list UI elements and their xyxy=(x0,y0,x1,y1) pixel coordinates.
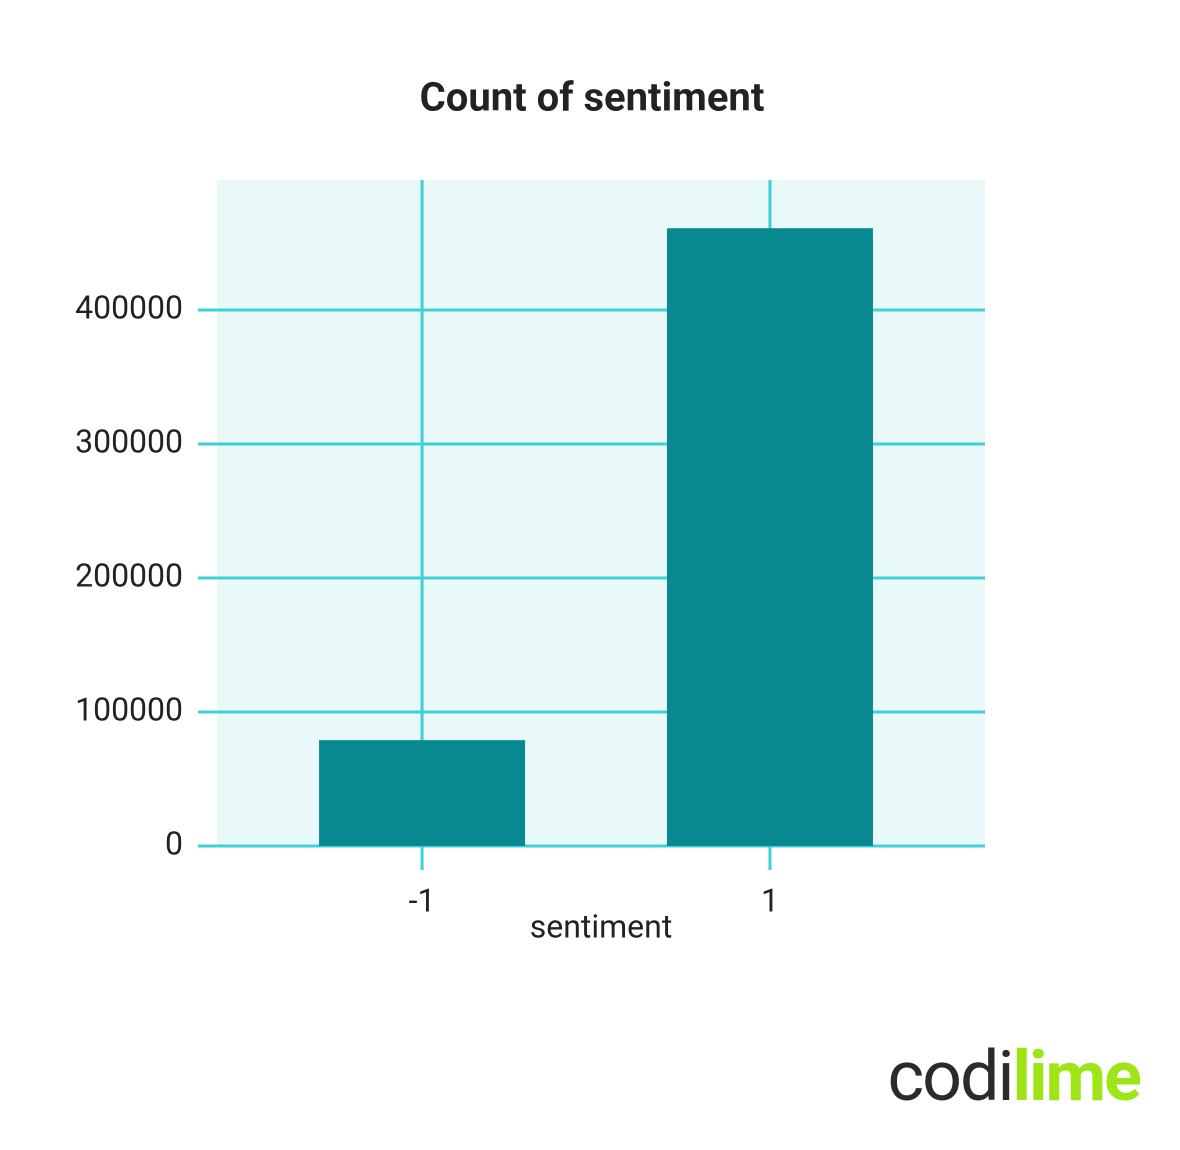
y-tick-label: 100000 xyxy=(75,690,183,728)
y-tick-label: 200000 xyxy=(75,556,183,594)
x-axis-label: sentiment xyxy=(530,907,673,945)
x-tick-label: -1 xyxy=(409,881,436,919)
x-tick-label: 1 xyxy=(761,881,779,919)
bar xyxy=(319,740,526,846)
y-tick-label: 400000 xyxy=(75,288,183,326)
chart-title: Count of sentiment xyxy=(420,74,765,121)
y-tick-label: 0 xyxy=(165,824,183,862)
logo: codilime xyxy=(887,1036,1141,1118)
y-tick-label: 300000 xyxy=(75,422,183,460)
logo-green: lime xyxy=(1013,1036,1142,1118)
logo-dark: codi xyxy=(887,1036,1012,1118)
bar xyxy=(666,228,873,846)
